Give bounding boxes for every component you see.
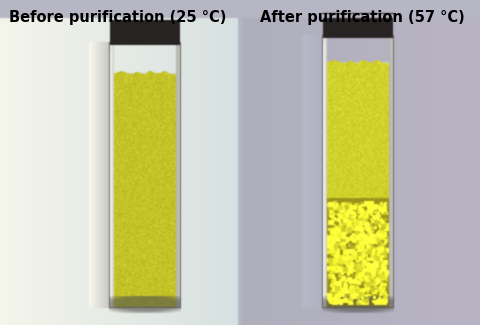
Text: After purification (57 °C): After purification (57 °C)	[260, 10, 464, 25]
Text: Before purification (25 °C): Before purification (25 °C)	[9, 10, 227, 25]
